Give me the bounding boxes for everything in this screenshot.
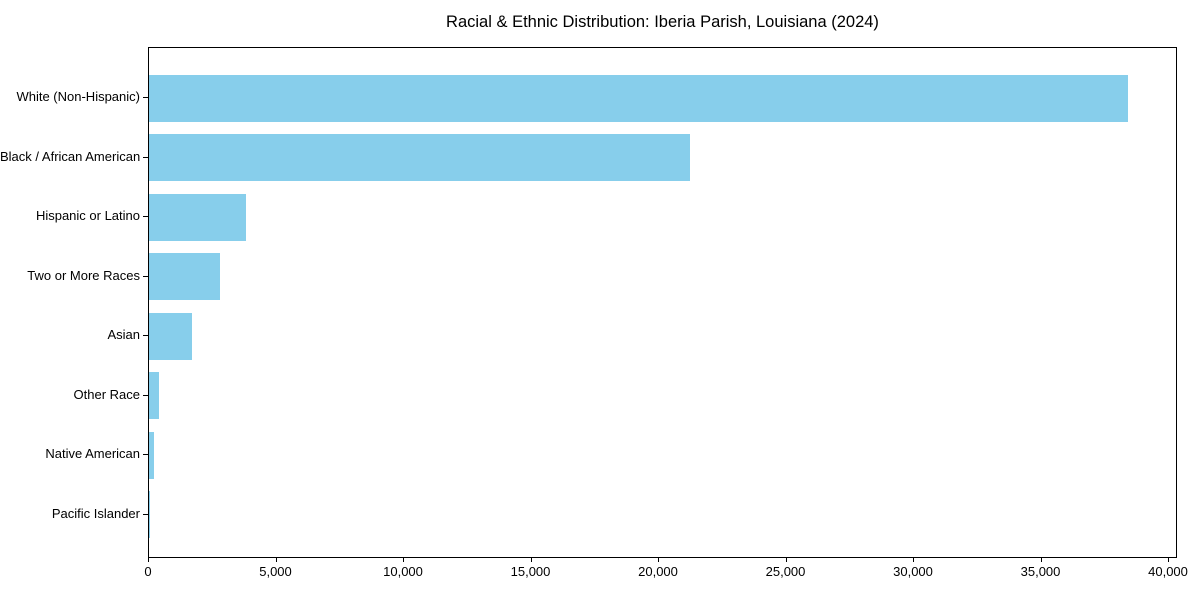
y-tick-mark [143,335,148,337]
x-tick-label: 40,000 [1148,564,1188,579]
x-tick-label: 0 [144,564,152,579]
y-tick-label: Black / African American [0,148,141,164]
bar-black-african-american [149,134,690,182]
y-tick-mark [143,513,148,515]
x-tick-label: 25,000 [765,564,806,579]
x-tick-label: 35,000 [1020,564,1061,579]
x-tick-label: 5,000 [259,564,292,579]
y-tick-label: Two or More Races [27,267,140,283]
x-tick-mark [913,558,914,562]
y-tick-label: Asian [107,327,140,343]
x-tick-label: 15,000 [510,564,551,579]
y-tick-label: White (Non-Hispanic) [16,89,140,104]
y-tick-label: Other Race [73,386,140,402]
x-tick-label: 30,000 [893,564,933,579]
y-tick-label: Hispanic or Latino [35,208,140,224]
x-tick-mark [1040,558,1042,562]
y-tick-mark [143,216,148,218]
x-tick-mark [785,558,787,562]
bar-hispanic-or-latino [149,193,246,241]
y-tick-label: Native American [45,446,140,462]
x-tick-label: 20,000 [638,564,678,579]
y-tick-mark [143,275,148,277]
y-tick-mark [143,156,148,158]
x-tick-mark [403,558,404,562]
bar-pacific-islander [149,491,150,539]
bar-white-non-hispanic [149,74,1129,122]
x-tick-mark [530,558,532,562]
x-tick-label: 10,000 [383,564,423,579]
y-tick-mark [143,97,148,98]
x-tick-mark [148,558,149,562]
x-tick-mark [1168,558,1169,562]
y-tick-mark [143,394,148,396]
bar-native-american [149,431,155,479]
bar-two-or-more-races [149,253,221,301]
plot-area [148,47,1177,558]
x-tick-mark [658,558,659,562]
bar-other-race [149,372,160,420]
y-tick-mark [143,454,148,456]
chart-title: Racial & Ethnic Distribution: Iberia Par… [446,13,879,31]
x-tick-mark [275,558,277,562]
bar-asian [149,312,193,360]
y-tick-label: Pacific Islander [51,505,140,521]
